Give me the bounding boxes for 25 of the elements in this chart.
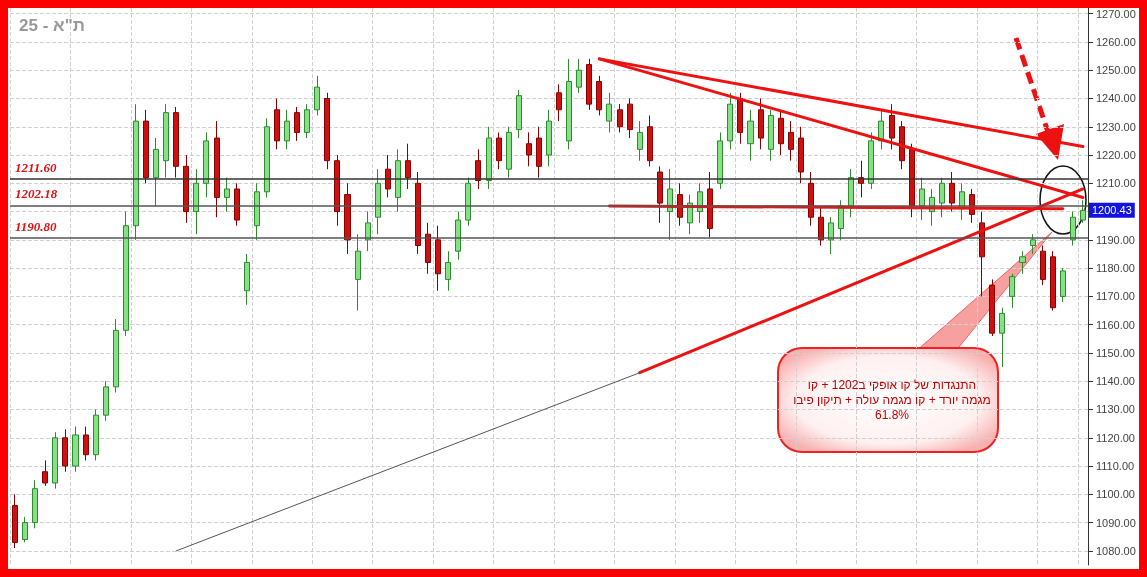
y-tick-label: 1260.00 [1096,35,1136,48]
y-tick-label: 1240.00 [1096,92,1136,105]
y-tick-label: 1210.00 [1096,177,1136,190]
ref-line-label: 1202.18 [15,186,58,202]
y-tick-label: 1230.00 [1096,120,1136,133]
y-tick-label: 1180.00 [1096,262,1135,275]
y-tick-label: 1100.00 [1096,488,1135,501]
y-tick-label: 1170.00 [1096,290,1135,303]
y-tick-label: 1150.00 [1096,346,1135,359]
y-tick-label: 1120.00 [1096,431,1135,444]
y-tick-label: 1250.00 [1096,64,1136,77]
y-tick-label: 1110.00 [1096,460,1135,473]
y-tick-label: 1270.00 [1096,7,1136,20]
annotation: התנגדות של קו אופקי ב1202 + קו מגמה יורד + קו מגמה עולה + תיקון פיבו 61.8% [792,378,992,423]
ref-line-label: 1211.60 [15,159,58,175]
text: 1200.43 [1092,204,1132,217]
text: ת"א - 25 [19,16,85,35]
y-tick-label: 1130.00 [1096,403,1135,416]
y-tick-label: 1140.00 [1096,375,1135,388]
y-tick-label: 1220.00 [1096,149,1136,162]
y-tick-label: 1090.00 [1096,516,1136,529]
ref-line-label: 1190.80 [15,218,58,234]
y-tick-label: 1190.00 [1096,233,1135,246]
y-tick-label: 1080.00 [1096,544,1136,557]
y-tick-label: 1160.00 [1096,318,1135,331]
